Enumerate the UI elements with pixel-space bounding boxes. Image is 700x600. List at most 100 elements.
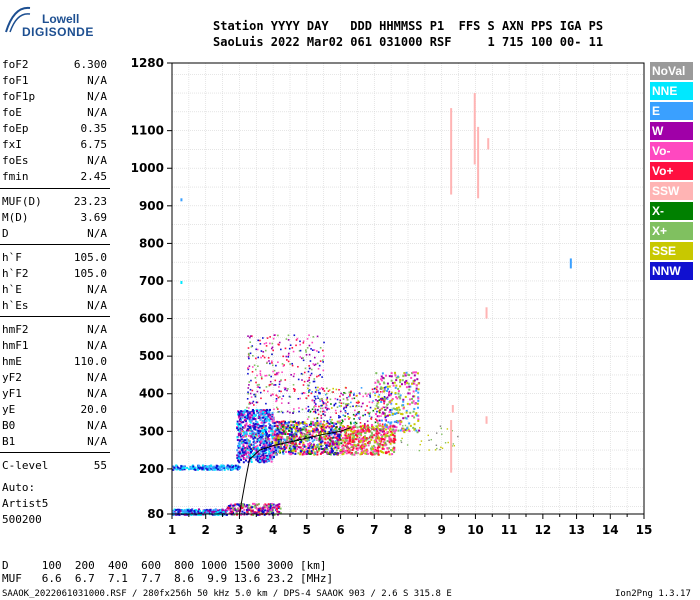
echo-point (320, 427, 323, 430)
echo-point (249, 416, 252, 419)
echo-point (313, 400, 316, 402)
echo-point (266, 435, 269, 438)
echo-point (206, 511, 209, 514)
echo-point (348, 418, 350, 420)
echo-point (319, 346, 322, 349)
echo-point (256, 401, 259, 404)
echo-point (243, 457, 246, 460)
echo-streak (473, 93, 476, 165)
echo-point (397, 387, 400, 390)
echo-point (370, 418, 373, 420)
echo-point (271, 429, 274, 432)
echo-point (277, 433, 280, 436)
echo-point (249, 341, 252, 344)
echo-point (321, 430, 324, 433)
echo-point (259, 418, 262, 421)
echo-point (276, 503, 279, 506)
echo-point (262, 355, 264, 357)
echo-point (262, 423, 265, 426)
echo-point (277, 436, 280, 439)
legend-item: NNE (650, 82, 693, 100)
echo-point (282, 430, 285, 433)
echo-point (389, 439, 392, 442)
echo-point (343, 391, 345, 394)
echo-point (305, 354, 308, 356)
footer-info: SAAOK_2022061031000.RSF / 280fx256h 50 k… (2, 589, 452, 599)
echo-point (191, 467, 194, 470)
echo-point (436, 447, 438, 450)
echo-point (382, 425, 385, 428)
echo-point (339, 416, 342, 418)
echo-point (350, 428, 353, 431)
echo-point (271, 455, 274, 458)
echo-point (249, 436, 252, 439)
echo-point (370, 437, 372, 439)
echo-point (260, 511, 263, 514)
echo-point (249, 335, 252, 337)
echo-point (363, 427, 365, 430)
echo-point (267, 505, 270, 508)
echo-point (278, 410, 280, 413)
echo-point (375, 428, 378, 431)
echo-point (389, 422, 392, 425)
echo-point (309, 374, 312, 377)
echo-point (254, 436, 257, 439)
echo-point (269, 342, 271, 345)
echo-point (277, 334, 279, 337)
echo-point (569, 258, 572, 269)
echo-point (330, 425, 333, 428)
echo-point (262, 507, 265, 510)
echo-point (397, 375, 400, 378)
echo-point (395, 376, 398, 379)
echo-point (368, 415, 371, 417)
echo-point (346, 403, 348, 405)
echo-streak (450, 108, 453, 195)
echo-point (312, 363, 315, 365)
param-value: 55 (93, 459, 107, 472)
echo-point (249, 421, 252, 424)
echo-point (252, 437, 255, 440)
echo-point (292, 435, 295, 438)
echo-point (200, 511, 203, 514)
echo-point (254, 368, 257, 371)
echo-point (333, 422, 336, 425)
echo-point (255, 448, 258, 451)
echo-point (206, 465, 209, 468)
echo-point (354, 425, 357, 428)
echo-point (314, 446, 317, 449)
echo-point (367, 452, 370, 455)
echo-point (305, 349, 307, 351)
echo-point (369, 427, 371, 429)
echo-point (339, 452, 342, 455)
header-line1: Station YYYY DAY DDD HHMMSS P1 FFS S AXN… (213, 19, 604, 33)
echo-point (233, 507, 236, 510)
echo-point (206, 509, 209, 512)
legend-item: E (650, 102, 693, 120)
echo-point (371, 426, 374, 429)
echo-point (388, 440, 391, 443)
echo-point (316, 445, 319, 448)
echo-point (262, 443, 265, 446)
echo-point (248, 445, 251, 448)
echo-point (380, 436, 383, 439)
echo-point (334, 446, 337, 449)
echo-point (316, 417, 319, 419)
echo-point (249, 428, 252, 431)
echo-point (302, 384, 305, 386)
echo-point (337, 420, 340, 423)
echo-point (395, 384, 398, 387)
echo-point (342, 414, 345, 417)
echo-point (228, 466, 231, 469)
echo-point (254, 455, 257, 458)
echo-point (284, 388, 286, 391)
echo-point (269, 510, 272, 513)
echo-point (320, 436, 323, 439)
echo-point (275, 433, 278, 436)
echo-point (416, 406, 419, 409)
echo-point (248, 407, 250, 409)
echo-point (266, 417, 269, 420)
echo-point (299, 441, 302, 444)
echo-point (195, 513, 198, 516)
echo-point (291, 452, 294, 455)
x-tick-label: 12 (535, 523, 552, 537)
